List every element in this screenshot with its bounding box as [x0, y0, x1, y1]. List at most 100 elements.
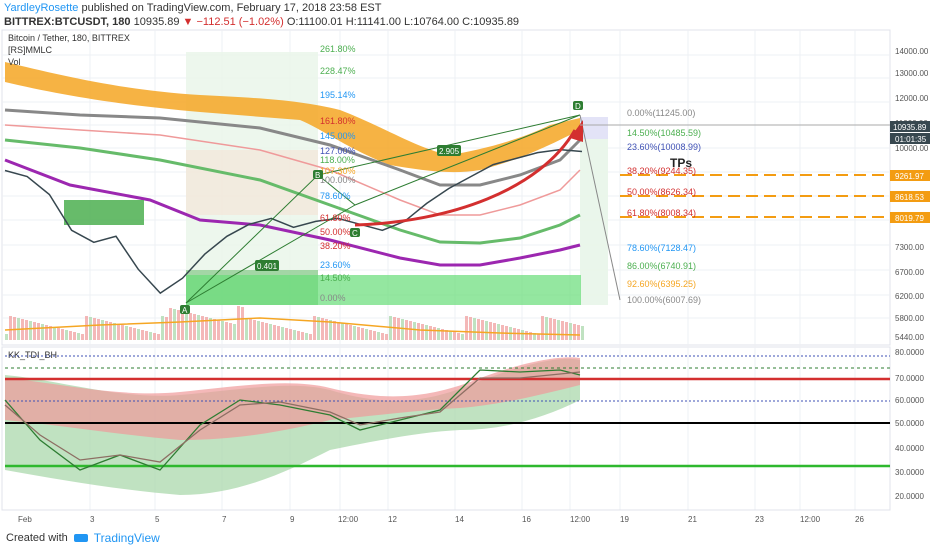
volume-bar [209, 318, 212, 340]
point-b-marker: B [313, 170, 323, 180]
fib-left-label: 107.30% [320, 166, 356, 176]
volume-bar [549, 318, 552, 340]
price-tick-label: 12000.00 [895, 94, 929, 103]
projection-line [579, 114, 621, 301]
tp2-badge: 8618.53 [890, 191, 930, 202]
last-price-badge: 10935.89 [890, 121, 930, 132]
fib-right-label: 0.00%(11245.00) [627, 108, 695, 118]
volume-bar [369, 330, 372, 340]
volume-bar [301, 332, 304, 340]
time-tick-label: 12:00 [570, 515, 591, 524]
volume-bar [137, 329, 140, 340]
last-price: 10935.89 [133, 16, 180, 28]
osc-tick-label: 60.0000 [895, 396, 924, 405]
volume-bar [397, 318, 400, 340]
time-tick-label: 26 [855, 515, 864, 524]
volume-bar [561, 321, 564, 340]
oscillator-axis[interactable]: 80.0000 70.0000 60.0000 50.0000 40.0000 30.00… [895, 348, 924, 501]
volume-bar [485, 321, 488, 340]
volume-bar [229, 323, 232, 340]
ohlc-high: H:11141.00 [345, 16, 401, 28]
time-tick-label: 12:00 [800, 515, 821, 524]
volume-bar [409, 321, 412, 340]
time-tick-label: 14 [455, 515, 464, 524]
volume-bar [193, 314, 196, 340]
price-tick-label: 14000.00 [895, 47, 929, 56]
fib-left-label: 161.80% [320, 116, 356, 126]
fib-right-label: 14.50%(10485.59) [627, 128, 701, 138]
volume-bar [69, 331, 72, 340]
volume-bar [33, 322, 36, 340]
volume-bar [481, 320, 484, 340]
svg-text:8618.53: 8618.53 [895, 193, 924, 202]
volume-bar [57, 328, 60, 340]
volume-bar [169, 308, 172, 340]
harmonic-xc-line [185, 204, 356, 304]
volume-bar [61, 329, 64, 340]
ratio-badge-2: 2.905 [437, 145, 461, 156]
volume-bar [285, 328, 288, 340]
volume-bar [85, 316, 88, 340]
volume-bar [185, 312, 188, 340]
volume-bar [241, 307, 244, 340]
point-a-marker: A [180, 305, 190, 315]
svg-text:8019.79: 8019.79 [895, 214, 924, 223]
fib-left-label: 50.00% [320, 227, 351, 237]
time-tick-label: 9 [290, 515, 295, 524]
time-tick-label: 5 [155, 515, 160, 524]
volume-bar [141, 330, 144, 340]
volume-bar [13, 317, 16, 340]
indicator-label-mmlc: [RS]MMLC [8, 45, 53, 55]
symbol-name: BITTREX:BTCUSDT, 180 [4, 16, 131, 28]
volume-bar [165, 317, 168, 340]
fib-left-label: 195.14% [320, 90, 356, 100]
orange-band [5, 62, 580, 173]
pink-band-line [4, 124, 581, 216]
chart-title: Bitcoin / Tether, 180, BITTREX [8, 33, 130, 43]
volume-bar [317, 317, 320, 340]
volume-bar [153, 333, 156, 340]
volume-bar [129, 327, 132, 340]
volume-bar [49, 326, 52, 340]
volume-bar [385, 334, 388, 340]
volume-bar [237, 306, 240, 340]
volume-ma-line [4, 317, 581, 336]
time-tick-label: 23 [755, 515, 764, 524]
svg-text:10935.89: 10935.89 [893, 123, 927, 132]
volume-bar [177, 310, 180, 340]
volume-bar [281, 327, 284, 340]
volume-bar [269, 324, 272, 340]
volume-bar [53, 327, 56, 340]
volume-bar [9, 316, 12, 340]
red-curve-arrow [354, 129, 577, 227]
volume-bar [353, 326, 356, 340]
volume-bar [365, 329, 368, 340]
author-link[interactable]: YardleyRosette [4, 2, 79, 14]
volume-bar [45, 325, 48, 340]
volume-bar [37, 323, 40, 340]
fib-right-top [580, 117, 608, 139]
tradingview-brand-link[interactable]: TradingView [93, 531, 160, 545]
svg-text:2.905: 2.905 [439, 147, 460, 156]
volume-bar [377, 332, 380, 340]
volume-bar [489, 322, 492, 340]
osc-tick-label: 30.0000 [895, 468, 924, 477]
price-tick-label: 13000.00 [895, 69, 929, 78]
volume-bar [373, 331, 376, 340]
fib-left-label: 14.50% [320, 273, 351, 283]
volume-bar [417, 323, 420, 340]
volume-bar [157, 334, 160, 340]
time-axis[interactable]: Feb 3 5 7 9 12:00 12 14 16 12:00 19 21 23 12:00 26 [18, 515, 864, 524]
volume-bar [469, 317, 472, 340]
volume-bar [249, 319, 252, 340]
volume-bar [149, 332, 152, 340]
ohlc-open: O:11100.01 [286, 16, 343, 28]
countdown-badge: 01:01:35 [890, 133, 930, 144]
volume-bar [465, 316, 468, 340]
volume-bar [333, 321, 336, 340]
svg-text:C: C [352, 229, 358, 238]
tp3-badge: 8019.79 [890, 212, 930, 223]
volume-bar [213, 319, 216, 340]
volume-bar [81, 334, 84, 340]
